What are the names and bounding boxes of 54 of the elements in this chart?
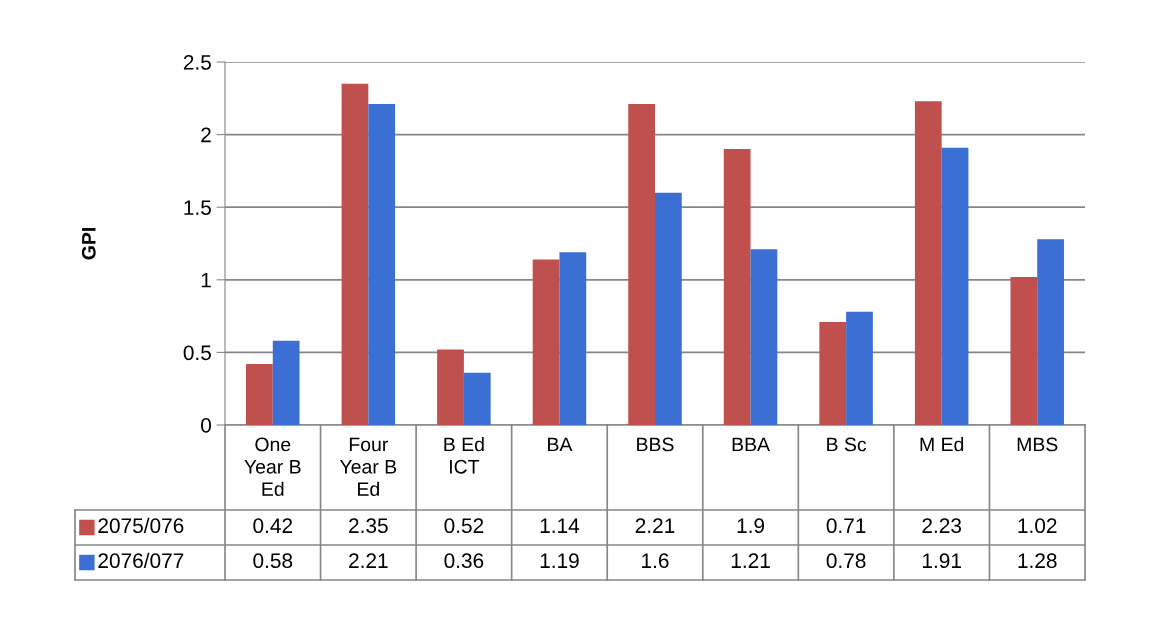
bar: [914, 101, 942, 425]
bar: [941, 147, 969, 425]
y-axis-title: GPI: [81, 228, 96, 260]
y-tick-label: 0.5: [183, 345, 211, 361]
bar: [1037, 239, 1064, 425]
x-tick-label: BBA: [732, 437, 770, 452]
legend-label: 2076/077: [98, 552, 184, 569]
x-tick-label: MBS: [1017, 437, 1058, 452]
y-tick-label: 1.5: [184, 200, 211, 215]
data-label: 1.91: [922, 553, 961, 569]
data-label: 0.71: [826, 518, 866, 534]
x-tick-label: One Year B Ed: [244, 437, 301, 496]
bar: [368, 104, 396, 425]
data-label: 2.21: [349, 553, 388, 568]
data-label: 2.21: [635, 518, 675, 533]
y-tick-label: 2: [201, 127, 211, 143]
data-label: 0.42: [253, 518, 293, 534]
data-label: 1.02: [1018, 518, 1057, 534]
bar: [532, 259, 560, 425]
legend-label: 2075/076: [98, 517, 184, 534]
data-label: 0.78: [826, 553, 866, 569]
data-label: 1.21: [731, 553, 770, 568]
data-label: 2.35: [349, 518, 388, 534]
data-label: 0.58: [253, 553, 293, 569]
bar: [655, 192, 682, 425]
x-tick-label: BA: [548, 437, 573, 452]
y-tick-label: 0: [201, 418, 211, 433]
data-label: 1.14: [540, 518, 580, 533]
bar: [846, 311, 873, 425]
y-tick-label: 2.5: [183, 55, 211, 70]
bar: [272, 340, 300, 425]
data-label: 1.19: [540, 553, 579, 569]
bar: [437, 349, 464, 425]
data-label: 0.36: [444, 553, 484, 569]
data-label: 1.6: [642, 553, 669, 569]
x-tick-label: B Ed ICT: [444, 437, 484, 474]
bar: [723, 149, 751, 425]
bar: [819, 321, 847, 425]
bar: [463, 372, 491, 425]
y-tick-label: 1: [201, 273, 211, 288]
data-label: 2.23: [922, 518, 962, 534]
bar: [1010, 276, 1038, 425]
bar: [750, 249, 778, 425]
data-label: 0.52: [444, 518, 484, 534]
bar: [559, 252, 587, 425]
x-tick-label: B Sc: [827, 437, 867, 452]
bar: [628, 104, 655, 425]
bar: [341, 83, 369, 425]
data-label: 1.9: [737, 518, 765, 534]
x-tick-label: Four Year B Ed: [339, 437, 397, 496]
data-label: 1.28: [1018, 553, 1057, 569]
x-tick-label: M Ed: [920, 437, 964, 452]
x-tick-label: BBS: [637, 437, 674, 452]
bar: [246, 364, 273, 425]
